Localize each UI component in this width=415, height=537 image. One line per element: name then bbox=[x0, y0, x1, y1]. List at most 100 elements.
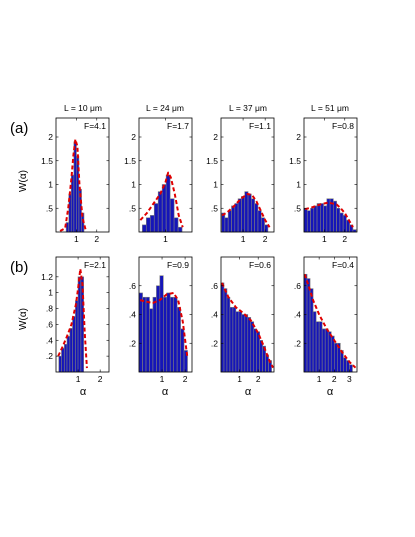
row-label-a: (a) bbox=[10, 120, 28, 137]
axes-frame bbox=[303, 117, 358, 233]
y-tick-label: .5 bbox=[211, 203, 218, 213]
histogram-bar bbox=[72, 316, 76, 373]
histogram-bar bbox=[238, 311, 243, 373]
panel-b4: 1 2 3 .2 .4 .6 F=0.4 bbox=[294, 256, 358, 384]
y-tick-label: .5 bbox=[294, 203, 301, 213]
histogram-bar bbox=[324, 328, 329, 373]
y-tick-label: .2 bbox=[294, 338, 301, 348]
column-title-1: L = 10 μm bbox=[64, 103, 102, 113]
fit-curve bbox=[59, 138, 87, 232]
column-title-2: L = 24 μm bbox=[146, 103, 184, 113]
x-axis-label-4: α bbox=[327, 386, 334, 398]
x-axis-label-1: α bbox=[80, 386, 87, 398]
x-axis-label-2: α bbox=[162, 386, 169, 398]
histogram-bar bbox=[69, 328, 73, 373]
histogram-bar bbox=[320, 203, 324, 233]
histogram-bar bbox=[138, 292, 143, 373]
y-tick-label: 2 bbox=[213, 132, 218, 142]
panel-annotation: F=0.8 bbox=[332, 121, 354, 131]
histogram-bar bbox=[251, 198, 255, 233]
histogram-bar bbox=[306, 210, 311, 233]
x-tick-label: 2 bbox=[98, 374, 103, 384]
y-tick-label: .4 bbox=[211, 310, 218, 320]
y-tick-label: 1 bbox=[296, 180, 301, 190]
panel-b1: 1 2 .2 .4 .6 .8 1 1.2 F=2.1 bbox=[41, 256, 110, 384]
histogram-bar bbox=[231, 205, 236, 233]
histogram-bar bbox=[165, 174, 171, 233]
histogram-bar bbox=[318, 321, 323, 373]
histogram-bar bbox=[244, 191, 249, 233]
histogram-bar bbox=[306, 278, 311, 373]
y-tick-label: 2 bbox=[296, 132, 301, 142]
fit-curve bbox=[221, 282, 274, 369]
x-tick-label: 1 bbox=[163, 234, 168, 244]
histogram-bar bbox=[327, 331, 332, 373]
y-tick-label: .5 bbox=[129, 203, 136, 213]
fit-curve bbox=[139, 171, 184, 228]
x-tick-label: 1 bbox=[76, 374, 81, 384]
histogram-bar bbox=[253, 328, 258, 373]
histogram-bar bbox=[58, 355, 62, 373]
panel-annotation: F=2.1 bbox=[84, 260, 106, 270]
histogram-bar bbox=[303, 207, 308, 233]
histogram-bar bbox=[152, 296, 157, 373]
histogram-bar bbox=[156, 285, 161, 373]
histogram-bar bbox=[257, 210, 262, 233]
histogram-bar bbox=[229, 307, 234, 373]
histogram-bar bbox=[247, 193, 252, 233]
x-tick-label: 1 bbox=[74, 234, 79, 244]
histogram-bar bbox=[145, 296, 150, 373]
fit-curve bbox=[303, 273, 357, 369]
histogram-bar bbox=[169, 296, 174, 373]
y-tick-label: 1 bbox=[213, 180, 218, 190]
x-tick-label: 1 bbox=[241, 234, 246, 244]
histogram-bar bbox=[75, 300, 79, 373]
y-tick-label: .4 bbox=[294, 310, 301, 320]
histogram-bar bbox=[310, 207, 315, 233]
axes-frame bbox=[55, 256, 110, 373]
panel-annotation: F=1.1 bbox=[249, 121, 271, 131]
histogram-bar bbox=[312, 311, 317, 373]
y-tick-label: 2 bbox=[131, 132, 136, 142]
fit-curve bbox=[57, 267, 88, 369]
x-tick-label: 2 bbox=[342, 234, 347, 244]
histogram-bar bbox=[232, 307, 237, 373]
histogram-bar bbox=[340, 350, 344, 373]
histogram-bar bbox=[223, 288, 228, 373]
y-tick-label: 1.2 bbox=[41, 272, 53, 282]
histogram-bar bbox=[161, 184, 167, 233]
histogram-bar bbox=[323, 205, 328, 233]
panel-annotation: F=4.1 bbox=[84, 121, 106, 131]
y-tick-label: 1 bbox=[131, 180, 136, 190]
x-tick-label: 3 bbox=[347, 374, 352, 384]
histogram-bar bbox=[265, 354, 269, 373]
histogram-bar bbox=[316, 203, 321, 233]
histogram-bar bbox=[149, 215, 155, 233]
histogram-bar bbox=[145, 217, 151, 233]
histogram-bar bbox=[349, 364, 353, 373]
panel-b2: 1 2 .2 .4 .6 F=0.9 bbox=[129, 256, 193, 384]
histogram-bar bbox=[339, 212, 344, 233]
histogram-bar bbox=[241, 314, 246, 373]
panel-annotation: F=1.7 bbox=[167, 121, 189, 131]
column-title-3: L = 37 μm bbox=[229, 103, 267, 113]
histogram-bar bbox=[163, 296, 168, 373]
histogram-bar bbox=[70, 174, 75, 233]
histogram-bar bbox=[241, 196, 246, 233]
fit-curve bbox=[304, 201, 354, 228]
histogram-bar bbox=[333, 200, 337, 233]
y-tick-label: .6 bbox=[211, 281, 218, 291]
axes-frame bbox=[220, 117, 275, 233]
histogram-bar bbox=[64, 343, 68, 373]
histogram-bar bbox=[173, 296, 178, 373]
row-label-b: (b) bbox=[10, 259, 28, 276]
y-tick-label: 1 bbox=[48, 288, 53, 298]
histogram-bar bbox=[220, 282, 225, 373]
histogram-bar bbox=[333, 342, 338, 373]
y-tick-label: .5 bbox=[46, 203, 53, 213]
histogram-bar bbox=[313, 205, 318, 233]
x-tick-label: 2 bbox=[263, 234, 268, 244]
histogram-bar bbox=[61, 347, 65, 373]
histogram-bar bbox=[227, 210, 232, 233]
histogram-bar bbox=[315, 321, 320, 373]
